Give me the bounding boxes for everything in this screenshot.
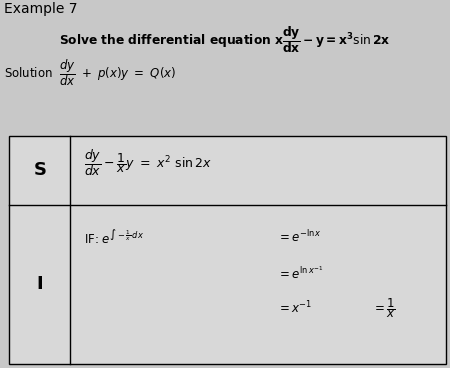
Text: $\mathbf{S}$: $\mathbf{S}$ xyxy=(33,162,46,179)
Text: $= e^{-\mathrm{ln}\,x}$: $= e^{-\mathrm{ln}\,x}$ xyxy=(277,229,322,244)
Text: $= \dfrac{1}{x}$: $= \dfrac{1}{x}$ xyxy=(372,297,396,320)
Text: $\bf{Solve\ the\ differential\ equation}\ x\dfrac{dy}{dx} - y = x^3\sin 2x$: $\bf{Solve\ the\ differential\ equation}… xyxy=(59,24,391,55)
Text: Solution  $\dfrac{dy}{dx}\ +\ p(x)y\ =\ Q(x)$: Solution $\dfrac{dy}{dx}\ +\ p(x)y\ =\ Q… xyxy=(4,57,177,88)
Text: $= x^{-1}$: $= x^{-1}$ xyxy=(277,300,312,317)
Text: $\dfrac{dy}{dx} - \dfrac{1}{x}y\ =\ x^2\ \mathrm{sin}\,2x$: $\dfrac{dy}{dx} - \dfrac{1}{x}y\ =\ x^2\… xyxy=(84,147,212,178)
Text: $= e^{\mathrm{ln}\,x^{-1}}$: $= e^{\mathrm{ln}\,x^{-1}}$ xyxy=(277,265,324,282)
Text: Example 7: Example 7 xyxy=(4,2,78,16)
Text: $\mathbf{I}$: $\mathbf{I}$ xyxy=(36,276,43,293)
Text: IF: $e^{\int -\frac{1}{x}\,dx}$: IF: $e^{\int -\frac{1}{x}\,dx}$ xyxy=(84,227,144,245)
